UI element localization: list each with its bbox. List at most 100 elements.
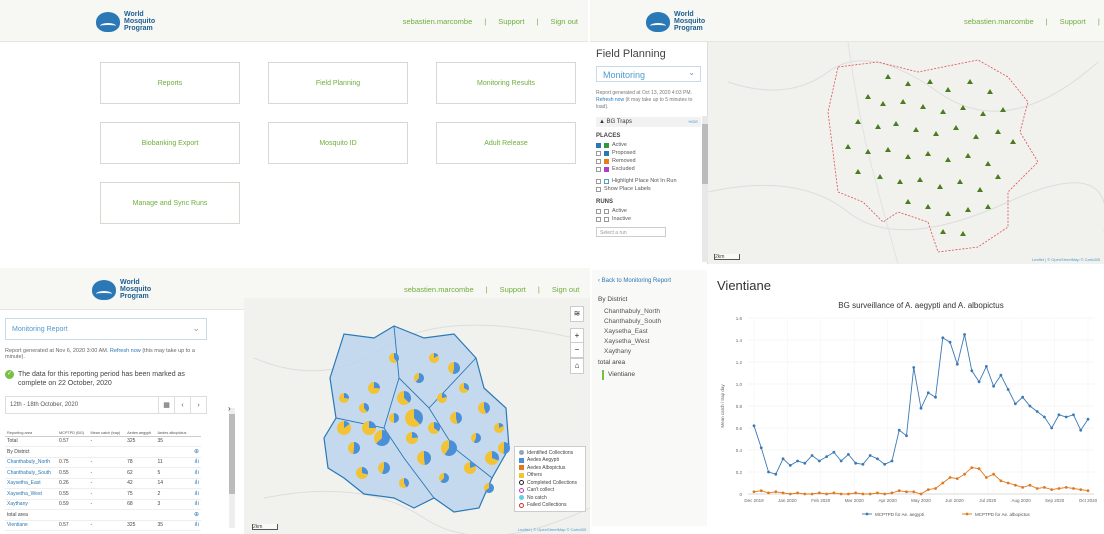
column-header[interactable]: Aedes aegypti [125,420,156,437]
column-header[interactable]: Reporting area [5,420,57,437]
trap-marker[interactable] [945,87,951,92]
district-link[interactable]: Chanthabuly_South [604,318,662,325]
wmp-logo[interactable]: World Mosquito Program [92,279,162,300]
table-row[interactable]: Vientiane 0.57-325 35 ılı [5,520,201,531]
checkbox[interactable] [596,166,601,172]
signout-link[interactable]: Sign out [550,16,578,26]
collection-pie-marker[interactable] [437,393,447,403]
layer-bg-traps[interactable]: ▲ BG Traps HIDE [596,117,701,127]
highlight-toggle[interactable]: Highlight Place Not In Run [596,177,701,185]
table-row[interactable]: Xaythany 0.59-68 3 ılı [5,499,201,510]
trap-marker[interactable] [977,187,983,192]
map-attribution[interactable]: Leaflet | © OpenStreetMap © CartoDB [517,527,586,532]
district-link[interactable]: Xaythany [604,348,632,355]
trap-marker[interactable] [965,207,971,212]
collection-pie-marker[interactable] [378,462,390,474]
wmp-logo[interactable]: World Mosquito Program [646,11,716,32]
trap-marker[interactable] [927,79,933,84]
checkbox[interactable] [596,158,601,164]
district-link[interactable]: Xaysetha_East [604,328,648,335]
checkbox[interactable] [596,208,601,214]
trap-marker[interactable] [865,149,871,154]
trap-marker[interactable] [960,231,966,236]
place-toggle-active[interactable]: Active [596,141,701,149]
show-labels-toggle[interactable]: Show Place Labels [596,185,701,193]
collection-pie-marker[interactable] [337,421,351,436]
trap-marker[interactable] [920,104,926,109]
checkbox[interactable] [596,142,601,148]
district-link[interactable]: Chanthabuly_North [604,308,661,315]
chart-icon[interactable]: ılı [191,488,201,500]
user-link[interactable]: sebastien.marcombe [404,284,474,294]
run-select[interactable]: Select a run [596,227,666,237]
calendar-icon[interactable]: ▦ [158,397,174,413]
fp-map[interactable]: 2km Leaflet | © OpenStreetMap © CartoDB [707,41,1104,264]
trap-marker[interactable] [917,177,923,182]
trap-marker[interactable] [945,157,951,162]
collection-pie-marker[interactable] [428,353,439,363]
tile-biobanking-export[interactable]: Biobanking Export [100,122,240,164]
collection-pie-marker[interactable] [417,451,432,465]
refresh-link[interactable]: Refresh now [596,97,625,103]
run-inactive-toggle[interactable]: Inactive [596,215,701,223]
collection-pie-marker[interactable] [439,473,450,483]
collection-pie-marker[interactable] [428,422,440,434]
collection-pie-marker[interactable] [478,402,491,414]
trap-marker[interactable] [965,153,971,158]
chart-icon[interactable]: ılı [191,457,201,468]
column-header[interactable]: MCPTPD (BG) [56,420,89,437]
chart-icon[interactable]: ılı [191,478,201,489]
layer-hide-button[interactable]: HIDE [688,119,698,124]
trap-marker[interactable] [940,229,946,234]
column-header[interactable]: Mean catch (trap) [88,420,126,437]
report-select[interactable]: Monitoring [596,66,701,82]
layers-button[interactable]: ≋ [570,306,584,322]
tile-field-planning[interactable]: Field Planning [268,62,408,104]
collection-pie-marker[interactable] [362,421,376,435]
trap-marker[interactable] [967,79,973,84]
trap-marker[interactable] [945,211,951,216]
trap-marker[interactable] [900,99,906,104]
zoom-icon[interactable]: ⊕ [191,509,201,521]
refresh-link[interactable]: Refresh now [109,348,141,354]
collection-pie-marker[interactable] [464,462,476,474]
prev-week-button[interactable]: ‹ [174,397,190,413]
chart-icon[interactable]: ılı [191,520,201,531]
trap-marker[interactable] [973,134,979,139]
trap-marker[interactable] [995,174,1001,179]
collection-pie-marker[interactable] [413,373,424,383]
table-scrollbar[interactable] [229,408,235,528]
collection-pie-marker[interactable] [470,433,481,443]
column-header[interactable]: Aedes albopictus [155,420,192,437]
trap-marker[interactable] [845,144,851,149]
collection-pie-marker[interactable] [388,413,399,423]
trap-marker[interactable] [985,204,991,209]
trap-marker[interactable] [855,119,861,124]
support-link[interactable]: Support [1059,16,1086,26]
trap-marker[interactable] [855,169,861,174]
collection-pie-marker[interactable] [399,478,409,488]
support-link[interactable]: Support [498,16,525,26]
checkbox[interactable] [596,178,601,184]
map-attribution[interactable]: Leaflet | © OpenStreetMap © CartoDB [1031,257,1100,262]
collection-pie-marker[interactable] [485,451,499,465]
table-row[interactable]: Chanthabuly_South 0.55-62 5 ılı [5,467,201,479]
trap-marker[interactable] [905,199,911,204]
row-area[interactable]: Vientiane [5,520,57,531]
place-toggle-excluded[interactable]: Excluded [596,165,701,173]
trap-marker[interactable] [877,174,883,179]
trap-marker[interactable] [880,101,886,106]
trap-marker[interactable] [953,125,959,130]
trap-marker[interactable] [1010,139,1016,144]
trap-marker[interactable] [960,105,966,110]
trap-marker[interactable] [905,81,911,86]
collection-pie-marker[interactable] [389,353,399,363]
chart-icon[interactable]: ılı [191,499,201,510]
user-link[interactable]: sebastien.marcombe [402,16,473,26]
support-link[interactable]: Support [499,284,526,294]
chart-icon[interactable]: ılı [191,467,201,479]
mr-map[interactable]: ≋ + − ⌂ Identified Collections Aedes Aegy… [244,298,590,534]
trap-marker[interactable] [893,121,899,126]
collection-pie-marker[interactable] [339,393,349,403]
trap-marker[interactable] [937,184,943,189]
